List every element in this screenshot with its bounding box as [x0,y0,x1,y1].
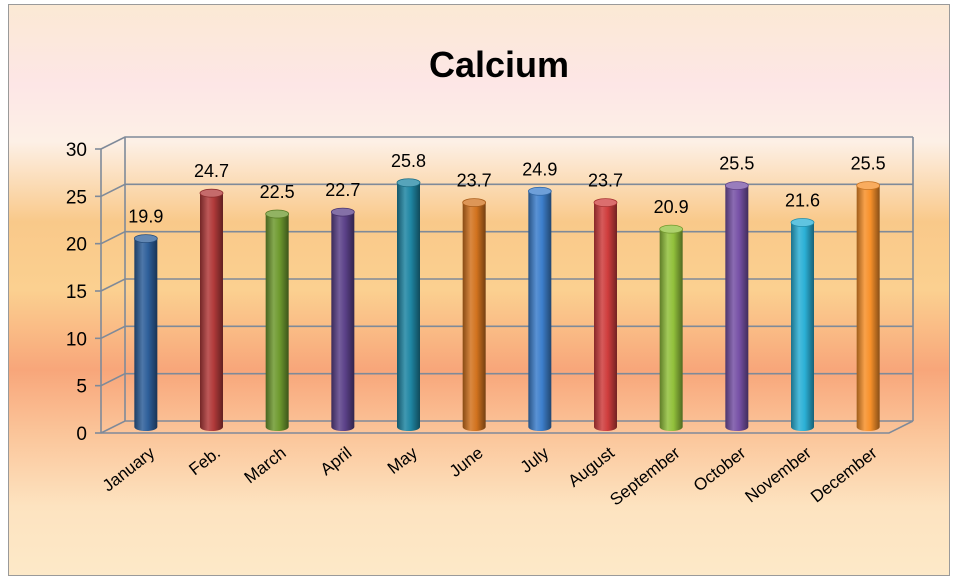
y-axis: 0 5 10 15 20 25 30 [66,140,101,445]
bar-cap [659,224,684,234]
x-tick-label: May [384,443,421,478]
data-labels: 19.9 24.7 22.5 22.7 25.8 23.7 24.9 23.7 20.9 25.5… [128,151,885,227]
x-tick-label: June [446,443,487,481]
bar-cap [396,178,421,188]
bar [790,218,815,431]
y-tick-label: 10 [66,329,87,350]
data-label: 23.7 [457,171,492,191]
x-tick-label: March [241,443,290,487]
gridlines [100,136,914,434]
chart-area: Calcium 0 5 10 15 20 25 30 19.9 24.7 22.5 22.7 25.… [8,4,950,576]
bar-cap [462,198,487,208]
x-tick-label: September [606,443,683,509]
chart-title: Calcium [429,44,569,85]
x-tick-label: October [690,443,750,495]
bar-cap [133,234,158,244]
bar-cap [724,181,749,191]
data-label: 22.7 [325,180,360,200]
bar [527,186,552,431]
bar-body [594,202,617,431]
bar-body [528,191,552,431]
bar-cap [593,198,618,208]
bar [330,207,355,431]
y-tick-label: 20 [66,235,87,256]
gridline [100,136,913,150]
x-tick-label: January [99,443,159,496]
bar-cap [265,209,290,219]
bar [133,234,158,431]
bar-cap [199,188,224,198]
bar-body [791,222,814,431]
bar-body [200,193,223,431]
bar-body [725,185,749,431]
bar-body [462,202,486,431]
data-label: 21.6 [785,191,820,211]
bar [396,178,421,431]
data-label: 25.5 [851,154,886,174]
x-tick-label: December [807,443,881,506]
y-tick-label: 15 [66,282,87,303]
bar-cap [330,207,355,217]
bar [462,198,487,431]
bar-body [265,214,289,431]
data-label: 22.5 [260,182,295,202]
bar-body [397,182,420,431]
bar-cap [527,186,552,196]
y-tick-label: 25 [66,187,87,208]
bar-body [856,185,880,431]
bar [659,224,684,431]
bar [199,188,224,431]
floor-edge [101,420,914,434]
bar [265,209,290,431]
y-tick-label: 30 [66,140,87,161]
x-tick-label: August [565,443,619,491]
bar-body [331,212,355,431]
bar [593,198,618,431]
bar-body [659,229,683,431]
bar-cap [790,218,815,227]
x-tick-label: November [741,443,815,506]
bar-body [134,238,158,431]
chart-canvas: Calcium 0 5 10 15 20 25 30 19.9 24.7 22.5 22.7 25.… [66,44,914,509]
data-label: 25.8 [391,151,426,171]
data-label: 23.7 [588,171,623,191]
data-label: 20.9 [654,197,689,217]
y-tick-label: 5 [76,377,87,398]
bar [856,181,881,431]
data-label: 19.9 [128,207,163,227]
bar-cap [856,181,881,191]
x-tick-label: April [317,443,356,479]
y-tick-label: 0 [76,424,87,445]
x-axis-labels: January Feb. March April May June July AugustSe… [99,443,881,509]
bar [724,181,749,431]
x-tick-label: Feb. [185,443,224,479]
data-label: 24.7 [194,161,229,181]
data-label: 24.9 [522,159,557,179]
x-tick-label: July [517,443,553,477]
data-label: 25.5 [719,154,754,174]
bars [133,178,881,431]
